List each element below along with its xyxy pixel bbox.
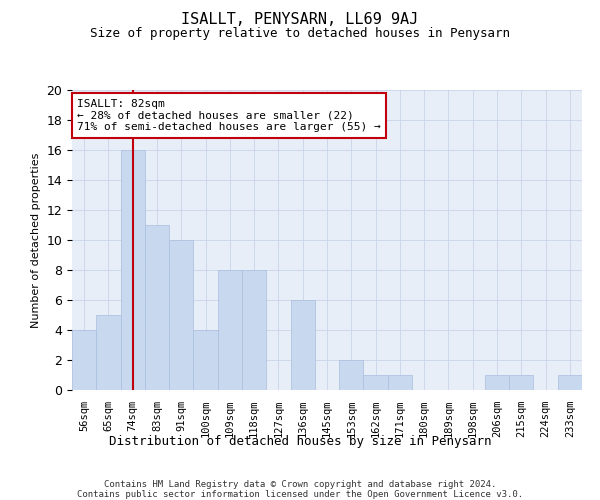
Bar <box>290 300 315 390</box>
Text: ISALLT: 82sqm
← 28% of detached houses are smaller (22)
71% of semi-detached hou: ISALLT: 82sqm ← 28% of detached houses a… <box>77 99 381 132</box>
Bar <box>339 360 364 390</box>
Text: ISALLT, PENYSARN, LL69 9AJ: ISALLT, PENYSARN, LL69 9AJ <box>181 12 419 28</box>
Bar <box>193 330 218 390</box>
Text: Size of property relative to detached houses in Penysarn: Size of property relative to detached ho… <box>90 28 510 40</box>
Bar <box>485 375 509 390</box>
Text: Contains HM Land Registry data © Crown copyright and database right 2024.
Contai: Contains HM Land Registry data © Crown c… <box>77 480 523 500</box>
Bar <box>509 375 533 390</box>
Bar <box>72 330 96 390</box>
Bar <box>218 270 242 390</box>
Bar <box>364 375 388 390</box>
Bar <box>242 270 266 390</box>
Bar <box>121 150 145 390</box>
Bar <box>96 315 121 390</box>
Y-axis label: Number of detached properties: Number of detached properties <box>31 152 41 328</box>
Bar <box>169 240 193 390</box>
Text: Distribution of detached houses by size in Penysarn: Distribution of detached houses by size … <box>109 435 491 448</box>
Bar <box>145 225 169 390</box>
Bar <box>558 375 582 390</box>
Bar <box>388 375 412 390</box>
